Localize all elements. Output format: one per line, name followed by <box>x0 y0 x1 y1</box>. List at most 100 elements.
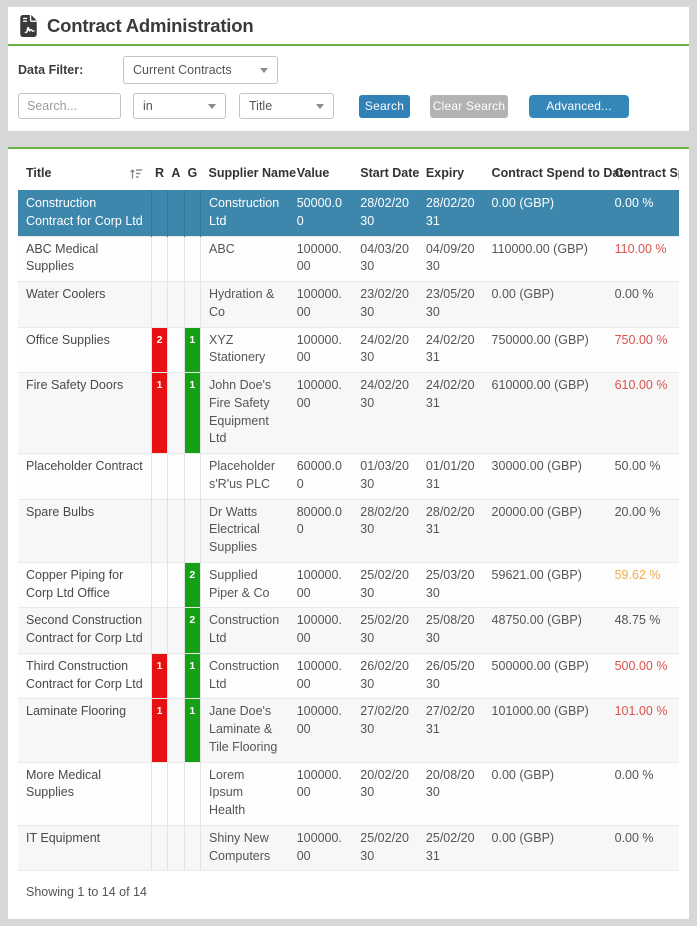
cell-rag-amber <box>167 190 185 236</box>
table-row[interactable]: ABC Medical Supplies ABC 100000.00 04/03… <box>18 236 679 282</box>
filter-panel: Data Filter: Current Contracts in Title … <box>8 46 689 131</box>
table-row[interactable]: Laminate Flooring 1 1 Jane Doe's Laminat… <box>18 698 679 762</box>
table-body: Construction Contract for Corp Ltd Const… <box>18 190 679 871</box>
table-header-row: Title R A <box>18 157 679 191</box>
cell-rag-amber <box>167 762 185 826</box>
cell-title: Third Construction Contract for Corp Ltd <box>26 658 143 691</box>
cell-rag-amber <box>167 607 185 654</box>
column-spend-percent[interactable]: Contract Spend % <box>614 166 679 180</box>
cell-spend-to-date: 30000.00 (GBP) <box>491 459 582 473</box>
cell-spend-percent: 610.00 % <box>614 378 668 392</box>
cell-supplier: Jane Doe's Laminate & Tile Flooring <box>209 704 278 754</box>
sort-icon[interactable] <box>129 167 143 180</box>
table-row[interactable]: IT Equipment Shiny New Computers 100000.… <box>18 825 679 871</box>
cell-rag-green: 1 <box>183 698 202 762</box>
cell-rag-red: 1 <box>150 653 169 699</box>
cell-start-date: 24/02/2030 <box>360 332 409 365</box>
column-amber[interactable]: A <box>171 166 181 180</box>
cell-title: Water Coolers <box>26 287 106 301</box>
table-row[interactable]: Third Construction Contract for Corp Ltd… <box>18 653 679 699</box>
table-row[interactable]: Second Construction Contract for Corp Lt… <box>18 607 679 654</box>
search-button[interactable]: Search <box>359 94 410 118</box>
column-start-date[interactable]: Start Date <box>360 166 420 180</box>
search-operator-select[interactable]: in <box>133 93 226 119</box>
table-row[interactable]: More Medical Supplies Lorem Ipsum Health… <box>18 762 679 826</box>
clear-search-button[interactable]: Clear Search <box>430 94 508 118</box>
table-row[interactable]: Fire Safety Doors 1 1 John Doe's Fire Sa… <box>18 372 679 454</box>
cell-start-date: 26/02/2030 <box>360 658 409 691</box>
cell-rag-green: 1 <box>183 653 202 699</box>
cell-expiry: 20/08/2030 <box>425 767 475 800</box>
search-field-select[interactable]: Title <box>239 93 334 119</box>
cell-start-date: 24/02/2030 <box>360 378 409 410</box>
data-filter-select[interactable]: Current Contracts <box>123 56 278 84</box>
cell-value: 100000.00 <box>296 332 342 365</box>
table-row[interactable]: Construction Contract for Corp Ltd Const… <box>18 190 679 236</box>
cell-spend-percent: 59.62 % <box>614 567 661 582</box>
cell-rag-red <box>150 453 169 499</box>
cell-spend-percent: 20.00 % <box>614 504 661 519</box>
cell-value: 100000.00 <box>296 613 342 645</box>
data-filter-value: Current Contracts <box>133 63 232 77</box>
advanced-button[interactable]: Advanced... <box>529 94 629 118</box>
cell-rag-red <box>150 825 169 871</box>
cell-spend-percent: 0.00 % <box>614 767 654 782</box>
cell-rag-green <box>183 236 202 282</box>
column-red[interactable]: R <box>155 166 165 180</box>
cell-rag-green: 2 <box>183 562 202 608</box>
cell-spend-percent: 101.00 % <box>614 704 668 719</box>
column-value[interactable]: Value <box>296 166 330 180</box>
cell-spend-to-date: 110000.00 (GBP) <box>491 241 588 256</box>
cell-expiry: 26/05/2030 <box>425 658 475 691</box>
cell-spend-to-date: 0.00 (GBP) <box>491 196 555 210</box>
cell-expiry: 01/01/2031 <box>425 459 475 491</box>
cell-title: Copper Piping for Corp Ltd Office <box>26 567 124 600</box>
cell-spend-percent: 0.00 % <box>614 830 654 845</box>
cell-rag-red <box>150 236 169 282</box>
column-expiry[interactable]: Expiry <box>425 166 465 180</box>
column-green[interactable]: G <box>187 166 198 180</box>
cell-title: Placeholder Contract <box>26 459 143 473</box>
cell-spend-to-date: 59621.00 (GBP) <box>491 567 582 582</box>
cell-expiry: 24/02/2031 <box>425 332 475 365</box>
cell-spend-to-date: 20000.00 (GBP) <box>491 504 582 519</box>
cell-start-date: 01/03/2030 <box>360 459 409 491</box>
column-spend-to-date[interactable]: Contract Spend to Date <box>491 166 631 180</box>
chevron-down-icon <box>260 67 268 73</box>
cell-title: Construction Contract for Corp Ltd <box>26 196 143 228</box>
cell-spend-percent: 50.00 % <box>614 459 661 473</box>
cell-start-date: 20/02/2030 <box>360 767 409 800</box>
cell-start-date: 28/02/2030 <box>360 196 409 228</box>
table-row[interactable]: Water Coolers Hydration & Co 100000.00 2… <box>18 281 679 327</box>
cell-spend-to-date: 750000.00 (GBP) <box>491 332 589 347</box>
cell-title: IT Equipment <box>26 830 101 845</box>
cell-expiry: 25/03/2030 <box>425 567 475 600</box>
cell-rag-green: 1 <box>183 327 202 373</box>
cell-expiry: 27/02/2031 <box>425 704 475 736</box>
cell-supplier: Hydration & Co <box>209 287 275 319</box>
cell-rag-green: 1 <box>183 372 202 454</box>
column-title[interactable]: Title <box>18 157 151 191</box>
page-title: Contract Administration <box>47 14 254 36</box>
table-row[interactable]: Placeholder Contract Placeholders'R'us P… <box>18 453 679 499</box>
cell-rag-red: 2 <box>150 327 169 373</box>
cell-value: 100000.00 <box>296 241 342 274</box>
table-row[interactable]: Office Supplies 2 1 XYZ Stationery 10000… <box>18 327 679 373</box>
cell-spend-percent: 0.00 % <box>614 287 654 301</box>
cell-value: 100000.00 <box>296 287 342 319</box>
table-row[interactable]: Spare Bulbs Dr Watts Electrical Supplies… <box>18 499 679 563</box>
cell-rag-green <box>183 762 202 826</box>
table-row[interactable]: Copper Piping for Corp Ltd Office 2 Supp… <box>18 562 679 608</box>
table-footer: Showing 1 to 14 of 14 <box>26 885 147 900</box>
cell-spend-to-date: 48750.00 (GBP) <box>491 613 582 628</box>
cell-rag-red <box>150 607 169 654</box>
cell-value: 50000.00 <box>296 196 342 228</box>
cell-value: 100000.00 <box>296 658 342 691</box>
cell-spend-percent: 48.75 % <box>614 613 661 628</box>
search-input[interactable] <box>18 93 121 119</box>
cell-supplier: Shiny New Computers <box>209 830 271 863</box>
cell-supplier: Placeholders'R'us PLC <box>209 459 276 491</box>
cell-value: 100000.00 <box>296 767 342 800</box>
cell-rag-red: 1 <box>150 698 169 762</box>
column-supplier[interactable]: Supplier Name <box>208 166 297 180</box>
